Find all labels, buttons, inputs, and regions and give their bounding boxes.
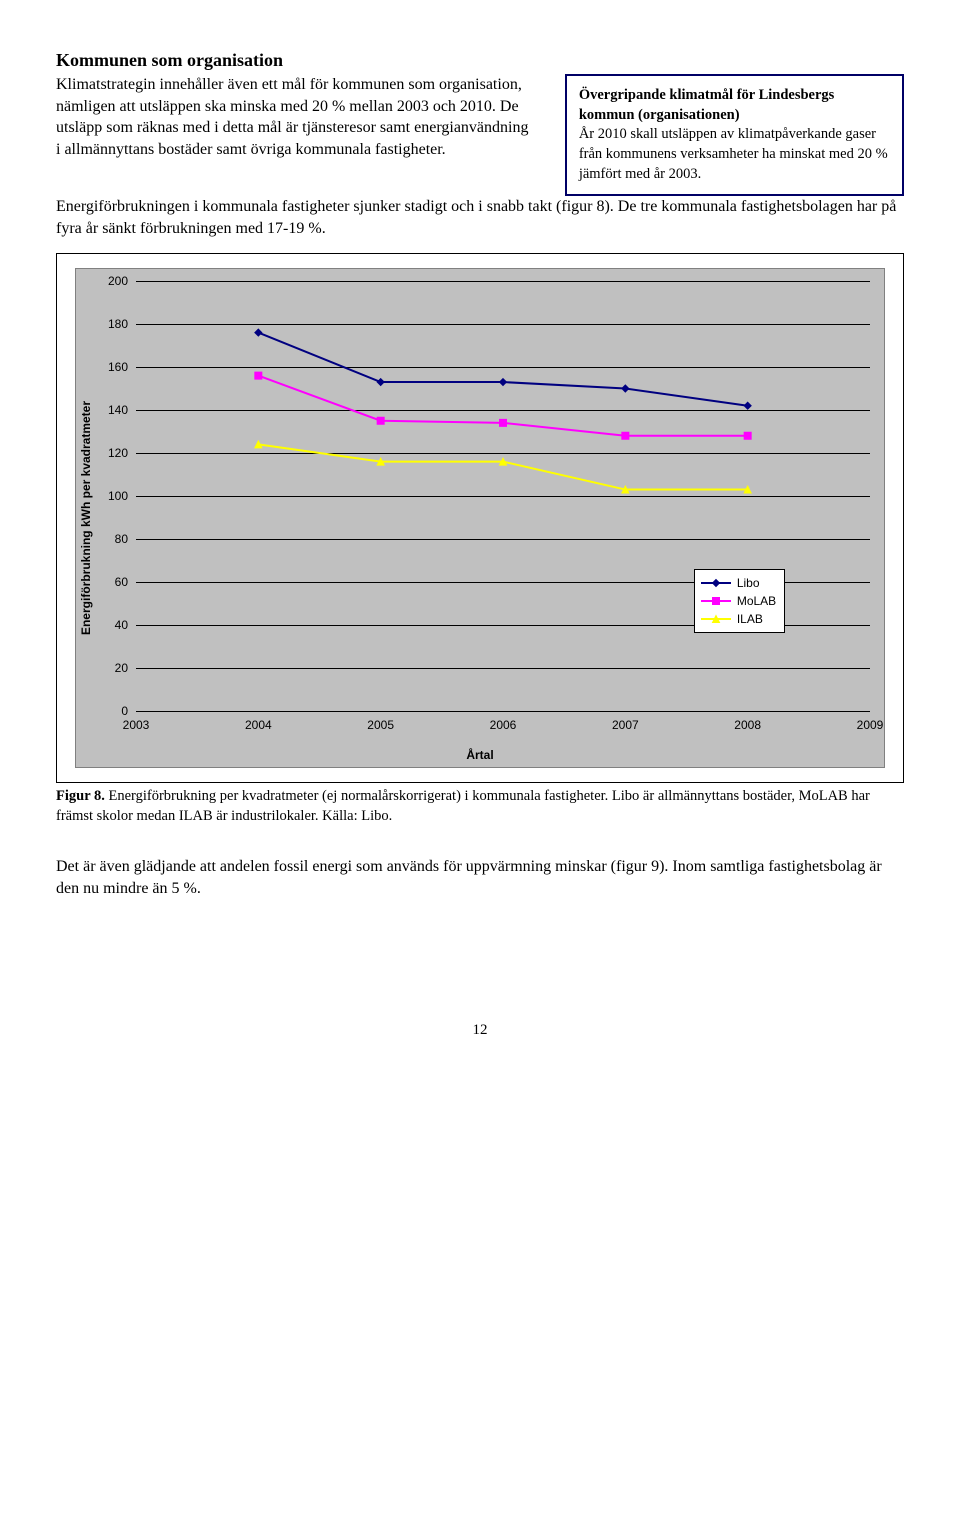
chart-marker-libo bbox=[622, 385, 629, 392]
chart-x-axis-label: Årtal bbox=[466, 747, 493, 763]
chart-xtick-label: 2005 bbox=[367, 717, 394, 733]
chart-xtick-label: 2009 bbox=[857, 717, 884, 733]
chart-legend-row: MoLAB bbox=[701, 592, 776, 610]
figure-caption-label: Figur 8. bbox=[56, 788, 105, 804]
closing-paragraph: Det är även glädjande att andelen fossil… bbox=[56, 856, 904, 899]
chart-marker-molab bbox=[500, 420, 507, 427]
section-heading: Kommunen som organisation bbox=[56, 48, 904, 72]
chart-xtick-label: 2006 bbox=[490, 717, 517, 733]
intro-two-column: Klimatstrategin innehåller även ett mål … bbox=[56, 74, 904, 196]
chart-ytick-label: 160 bbox=[92, 359, 128, 375]
chart-xtick-label: 2008 bbox=[734, 717, 761, 733]
chart-series-svg bbox=[136, 281, 870, 711]
chart-legend-label: ILAB bbox=[737, 611, 763, 627]
chart-marker-libo bbox=[500, 379, 507, 386]
chart-ytick-label: 100 bbox=[92, 488, 128, 504]
chart-marker-libo bbox=[255, 329, 262, 336]
chart-legend-swatch bbox=[701, 595, 731, 607]
chart-legend-swatch bbox=[701, 577, 731, 589]
chart-marker-molab bbox=[255, 372, 262, 379]
mid-paragraph: Energiförbrukningen i kommunala fastighe… bbox=[56, 196, 904, 239]
chart-line-ilab bbox=[258, 445, 747, 490]
figure-caption: Figur 8. Energiförbrukning per kvadratme… bbox=[56, 787, 904, 826]
goal-box-column: Övergripande klimatmål för Lindesbergs k… bbox=[565, 74, 904, 196]
chart-marker-molab bbox=[744, 433, 751, 440]
chart-ytick-label: 80 bbox=[92, 531, 128, 547]
chart-plot-area: Energiförbrukning kWh per kvadratmeter 0… bbox=[75, 268, 885, 768]
chart-marker-molab bbox=[377, 418, 384, 425]
chart-ytick-label: 20 bbox=[92, 660, 128, 676]
chart-marker-libo bbox=[377, 379, 384, 386]
chart-ytick-label: 40 bbox=[92, 617, 128, 633]
chart-gridline bbox=[136, 711, 870, 712]
chart-legend-label: Libo bbox=[737, 575, 760, 591]
chart-ytick-label: 180 bbox=[92, 316, 128, 332]
chart-inner-region: 0204060801001201401601802002003200420052… bbox=[136, 281, 870, 711]
chart-line-libo bbox=[258, 333, 747, 406]
intro-left-column: Klimatstrategin innehåller även ett mål … bbox=[56, 74, 537, 174]
goal-box-body: År 2010 skall utsläppen av klimatpåverka… bbox=[579, 126, 888, 181]
chart-ytick-label: 60 bbox=[92, 574, 128, 590]
chart-xtick-label: 2004 bbox=[245, 717, 272, 733]
chart-legend-label: MoLAB bbox=[737, 593, 776, 609]
chart-ytick-label: 140 bbox=[92, 402, 128, 418]
chart-outer-frame: Energiförbrukning kWh per kvadratmeter 0… bbox=[56, 253, 904, 783]
chart-legend-row: ILAB bbox=[701, 610, 776, 628]
chart-ytick-label: 200 bbox=[92, 273, 128, 289]
chart-legend-swatch bbox=[701, 613, 731, 625]
chart-marker-libo bbox=[744, 402, 751, 409]
intro-paragraph: Klimatstrategin innehåller även ett mål … bbox=[56, 74, 537, 160]
chart-legend: Libo MoLAB ILAB bbox=[694, 569, 785, 633]
chart-y-axis-label: Energiförbrukning kWh per kvadratmeter bbox=[78, 401, 94, 635]
goal-box-title: Övergripande klimatmål för Lindesbergs k… bbox=[579, 86, 890, 125]
chart-legend-row: Libo bbox=[701, 574, 776, 592]
chart-xtick-label: 2007 bbox=[612, 717, 639, 733]
goal-box: Övergripande klimatmål för Lindesbergs k… bbox=[565, 74, 904, 196]
page-number: 12 bbox=[56, 1020, 904, 1040]
chart-ytick-label: 120 bbox=[92, 445, 128, 461]
chart-xtick-label: 2003 bbox=[123, 717, 150, 733]
figure-caption-text: Energiförbrukning per kvadratmeter (ej n… bbox=[56, 788, 870, 824]
chart-marker-molab bbox=[622, 433, 629, 440]
